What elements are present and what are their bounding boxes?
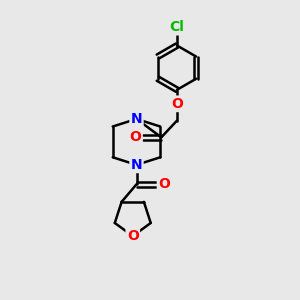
Text: N: N: [131, 112, 142, 126]
Text: O: O: [130, 130, 141, 144]
Text: O: O: [158, 177, 170, 191]
Text: O: O: [127, 229, 139, 243]
Text: O: O: [171, 97, 183, 111]
Text: N: N: [131, 158, 142, 172]
Text: Cl: Cl: [169, 20, 184, 34]
